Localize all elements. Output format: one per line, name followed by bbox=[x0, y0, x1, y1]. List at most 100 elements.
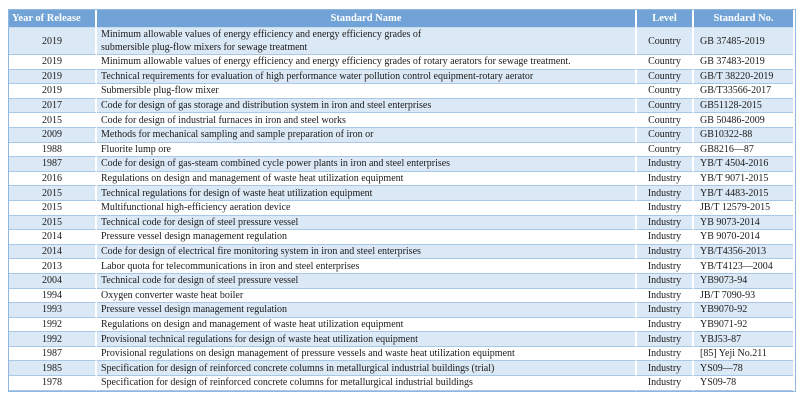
cell-standard-name: Methods for mechanical sampling and samp… bbox=[97, 127, 637, 143]
table-row: 2017 Code for design of gas storage and … bbox=[9, 98, 793, 114]
cell-standard-name: Submersible plug-flow mixer bbox=[97, 84, 637, 99]
cell-standard-no: [85] Yeji No.211 bbox=[694, 347, 793, 362]
table-row: 1985 Specification for design of reinfor… bbox=[9, 361, 793, 377]
header-standard-name: Standard Name bbox=[97, 10, 637, 28]
table-row: 2015 Technical code for design of steel … bbox=[9, 215, 793, 231]
cell-year: 2017 bbox=[9, 98, 97, 114]
table-row: 2019 Technical requirements for evaluati… bbox=[9, 69, 793, 85]
cell-standard-name: Technical code for design of steel press… bbox=[97, 273, 637, 289]
cell-year: 2019 bbox=[9, 55, 97, 70]
table-row: 2014 Code for design of electrical fire … bbox=[9, 244, 793, 260]
table-row: 1987 Provisional regulations on design m… bbox=[9, 346, 793, 362]
cell-level: Country bbox=[637, 127, 694, 143]
cell-standard-no: JB/T 12579-2015 bbox=[694, 201, 793, 216]
cell-year: 1992 bbox=[9, 317, 97, 333]
cell-year: 2013 bbox=[9, 259, 97, 274]
cell-level: Industry bbox=[637, 288, 694, 304]
cell-standard-name: Code for design of electrical fire monit… bbox=[97, 244, 637, 260]
cell-year: 1987 bbox=[9, 157, 97, 172]
cell-standard-name: Provisional technical regulations for de… bbox=[97, 332, 637, 347]
cell-level: Country bbox=[637, 55, 694, 70]
cell-year: 2015 bbox=[9, 200, 97, 216]
cell-standard-no: JB/T 7090-93 bbox=[694, 289, 793, 304]
cell-level: Country bbox=[637, 84, 694, 99]
cell-level: Country bbox=[637, 69, 694, 85]
cell-level: Country bbox=[637, 142, 694, 158]
cell-level: Industry bbox=[637, 186, 694, 201]
cell-standard-name: Specification for design of reinforced c… bbox=[97, 376, 637, 391]
cell-level: Industry bbox=[637, 303, 694, 318]
cell-standard-name: Technical requirements for evaluation of… bbox=[97, 69, 637, 85]
cell-standard-name: Regulations on design and management of … bbox=[97, 317, 637, 333]
header-row: Year of Release Standard Name Level Stan… bbox=[9, 10, 793, 28]
table-row: 1994 Oxygen converter waste heat boiler … bbox=[9, 288, 793, 304]
cell-standard-no: YB/T 9071-2015 bbox=[694, 172, 793, 187]
cell-year: 1992 bbox=[9, 332, 97, 347]
cell-year: 1987 bbox=[9, 346, 97, 362]
cell-level: Industry bbox=[637, 259, 694, 274]
cell-year: 2009 bbox=[9, 127, 97, 143]
cell-standard-name: Labor quota for telecommunications in ir… bbox=[97, 259, 637, 274]
cell-standard-no: GB10322-88 bbox=[694, 127, 793, 143]
cell-standard-no: GB/T33566-2017 bbox=[694, 84, 793, 99]
cell-year: 2015 bbox=[9, 186, 97, 201]
table-row: 2015 Technical regulations for design of… bbox=[9, 186, 793, 201]
cell-level: Industry bbox=[637, 215, 694, 231]
cell-standard-no: YB9073-94 bbox=[694, 273, 793, 289]
cell-year: 2019 bbox=[9, 69, 97, 85]
table-row: 2015 Code for design of industrial furna… bbox=[9, 113, 793, 128]
cell-level: Industry bbox=[637, 157, 694, 172]
table-row: 1988 Fluorite lump ore Country GB8216—87 bbox=[9, 142, 793, 158]
table-row: 1992 Provisional technical regulations f… bbox=[9, 332, 793, 347]
table-row: 1987 Code for design of gas-steam combin… bbox=[9, 157, 793, 172]
cell-year: 2015 bbox=[9, 215, 97, 231]
cell-year: 2019 bbox=[9, 28, 97, 55]
cell-standard-name: Code for design of gas-steam combined cy… bbox=[97, 157, 637, 172]
cell-standard-name: Regulations on design and management of … bbox=[97, 171, 637, 187]
cell-standard-no: YB/T 4504-2016 bbox=[694, 157, 793, 172]
cell-standard-no: YB/T 4483-2015 bbox=[694, 186, 793, 201]
cell-level: Country bbox=[637, 98, 694, 114]
table-row: 2004 Technical code for design of steel … bbox=[9, 273, 793, 289]
cell-year: 2015 bbox=[9, 113, 97, 128]
cell-year: 1988 bbox=[9, 142, 97, 158]
cell-year: 2004 bbox=[9, 273, 97, 289]
table-row: 1993 Pressure vessel design management r… bbox=[9, 303, 793, 318]
cell-year: 1993 bbox=[9, 303, 97, 318]
cell-standard-no: GB 37483-2019 bbox=[694, 55, 793, 70]
cell-level: Industry bbox=[637, 332, 694, 347]
cell-standard-no: GB51128-2015 bbox=[694, 98, 793, 114]
table-row: 1978 Specification for design of reinfor… bbox=[9, 376, 793, 391]
cell-standard-name: Pressure vessel design management regula… bbox=[97, 303, 637, 318]
table-row: 1992 Regulations on design and managemen… bbox=[9, 317, 793, 333]
table-row: 2019 Minimum allowable values of energy … bbox=[9, 28, 793, 55]
cell-standard-name: Code for design of gas storage and distr… bbox=[97, 98, 637, 114]
cell-standard-no: GB 50486-2009 bbox=[694, 113, 793, 128]
cell-year: 1978 bbox=[9, 376, 97, 391]
cell-standard-no: YBJ53-87 bbox=[694, 332, 793, 347]
cell-standard-name: Pressure vessel design management regula… bbox=[97, 230, 637, 245]
table-row: 2019 Minimum allowable values of energy … bbox=[9, 55, 793, 70]
table-row: 2019 Submersible plug-flow mixer Country… bbox=[9, 84, 793, 99]
cell-standard-name: Technical code for design of steel press… bbox=[97, 215, 637, 231]
cell-year: 1994 bbox=[9, 288, 97, 304]
cell-year: 2016 bbox=[9, 171, 97, 187]
cell-level: Country bbox=[637, 113, 694, 128]
header-year-of-release: Year of Release bbox=[9, 10, 97, 28]
cell-standard-no: YB9070-92 bbox=[694, 303, 793, 318]
cell-standard-no: GB8216—87 bbox=[694, 143, 793, 158]
cell-standard-no: YB/T4123—2004 bbox=[694, 259, 793, 274]
cell-level: Industry bbox=[637, 273, 694, 289]
table-row: 2013 Labor quota for telecommunications … bbox=[9, 259, 793, 274]
cell-standard-no: YB 9070-2014 bbox=[694, 230, 793, 245]
cell-level: Industry bbox=[637, 346, 694, 362]
table-row: 2016 Regulations on design and managemen… bbox=[9, 171, 793, 187]
cell-level: Industry bbox=[637, 361, 694, 377]
header-level: Level bbox=[637, 10, 694, 28]
table-row: 2009 Methods for mechanical sampling and… bbox=[9, 127, 793, 143]
cell-standard-name: Technical regulations for design of wast… bbox=[97, 186, 637, 201]
cell-standard-no: YB 9073-2014 bbox=[694, 215, 793, 231]
cell-year: 1985 bbox=[9, 361, 97, 377]
cell-standard-no: GB 37485-2019 bbox=[694, 28, 793, 55]
cell-standard-name: Minimum allowable values of energy effic… bbox=[97, 28, 637, 55]
